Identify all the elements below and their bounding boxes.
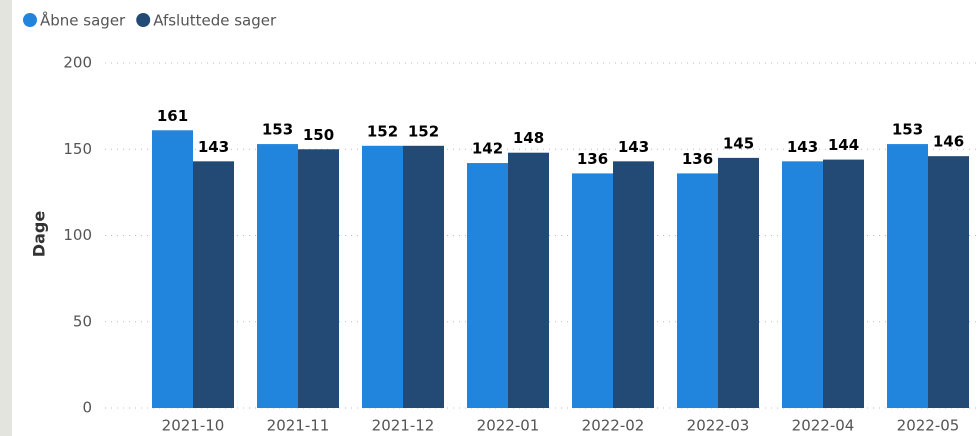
- y-tick-label: 200: [63, 54, 92, 72]
- x-tick-label: 2022-05: [897, 417, 960, 435]
- x-tick-label: 2022-03: [687, 417, 750, 435]
- data-label: 153: [892, 121, 923, 139]
- bar: [572, 173, 613, 408]
- x-tick-label: 2022-02: [582, 417, 645, 435]
- bar: [193, 161, 234, 408]
- data-label: 152: [408, 122, 439, 140]
- data-label: 143: [787, 138, 818, 156]
- legend-label: Åbne sager: [40, 11, 126, 30]
- bar: [677, 173, 718, 408]
- legend-marker: [23, 13, 37, 27]
- bar: [298, 149, 339, 408]
- x-tick-label: 2021-10: [162, 417, 225, 435]
- x-tick-label: 2021-12: [372, 417, 435, 435]
- data-label: 161: [157, 107, 188, 125]
- data-label: 142: [472, 140, 503, 158]
- legend-marker: [136, 13, 151, 27]
- data-label: 153: [262, 121, 293, 139]
- data-label: 145: [723, 134, 754, 152]
- y-axis-label: Dage: [30, 211, 49, 258]
- data-label: 136: [577, 150, 608, 168]
- bar: [823, 159, 864, 408]
- bar: [257, 144, 298, 408]
- y-tick-label: 150: [63, 140, 92, 158]
- bar: [887, 144, 928, 408]
- data-label: 148: [513, 129, 544, 147]
- x-tick-label: 2021-11: [267, 417, 330, 435]
- bar: [508, 152, 549, 408]
- bar: [467, 163, 508, 408]
- bar: [782, 161, 823, 408]
- x-tick-label: 2022-04: [792, 417, 855, 435]
- y-tick-label: 0: [82, 399, 92, 417]
- data-label: 144: [828, 136, 859, 154]
- x-tick-label: 2022-01: [477, 417, 540, 435]
- data-label: 136: [682, 150, 713, 168]
- y-tick-label: 50: [73, 312, 92, 330]
- data-label: 146: [933, 133, 964, 151]
- data-label: 150: [303, 126, 334, 144]
- bar: [928, 156, 969, 408]
- bar: [403, 145, 444, 409]
- data-label: 152: [367, 122, 398, 140]
- data-label: 143: [618, 138, 649, 156]
- side-strip: [0, 0, 12, 436]
- data-label: 143: [198, 138, 229, 156]
- bar: [362, 145, 403, 409]
- bar: [152, 130, 193, 408]
- bar: [613, 161, 654, 408]
- bar: [718, 157, 759, 408]
- legend-label: Afsluttede sager: [153, 12, 277, 30]
- y-tick-label: 100: [63, 226, 92, 244]
